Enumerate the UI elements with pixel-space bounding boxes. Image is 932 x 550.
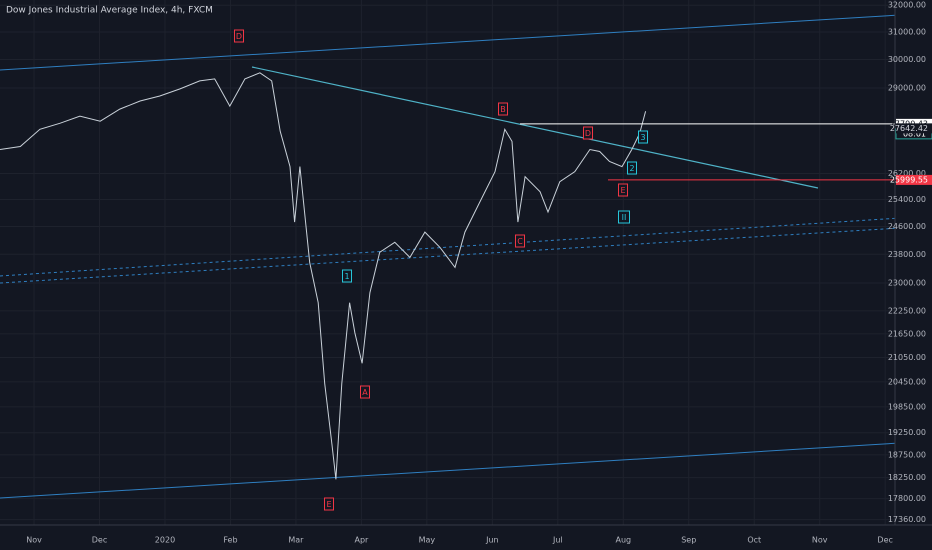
wave-label-box [324, 497, 334, 511]
last-price-box [896, 123, 932, 134]
channel-bottom [0, 442, 901, 499]
channel-mid [0, 227, 901, 284]
wave-label: 3 [640, 133, 645, 142]
y-tick-label: 17360.00 [888, 515, 926, 524]
x-tick-label: Feb [223, 536, 237, 545]
y-tick-label: 21650.00 [888, 329, 926, 338]
price-label: 25999.55 [890, 175, 928, 184]
wave-label: E [620, 186, 625, 195]
price-axis [895, 0, 932, 550]
y-tick-label: 26200.00 [888, 169, 926, 178]
wave-label-box [618, 210, 630, 224]
x-tick-label: Apr [354, 536, 369, 545]
wave-label-box [234, 29, 244, 43]
wave-label-box [618, 183, 628, 197]
y-tick-label: 20450.00 [888, 377, 926, 386]
y-tick-label: 31000.00 [888, 27, 926, 36]
chart-title: Dow Jones Industrial Average Index, 4h, … [6, 6, 213, 16]
y-tick-label: 24600.00 [888, 222, 926, 231]
wave-label: D [236, 32, 242, 41]
wave-label: 1 [344, 272, 349, 281]
y-tick-label: 17800.00 [888, 494, 926, 503]
price-label-box [896, 174, 932, 185]
y-tick-label: 18250.00 [888, 473, 926, 482]
wave-label-box [498, 102, 508, 116]
y-tick-label: 25400.00 [888, 195, 926, 204]
y-tick-label: 29000.00 [888, 84, 926, 93]
y-tick-label: 23800.00 [888, 250, 926, 259]
x-tick-label: Mar [288, 536, 304, 545]
x-tick-label: Aug [615, 536, 631, 545]
x-tick-label: Jul [552, 536, 563, 545]
wave-label-box [583, 126, 593, 140]
grid [0, 0, 895, 525]
x-tick-label: Nov [812, 536, 828, 545]
x-tick-label: Dec [92, 536, 107, 545]
last-price-label: 27642.42 [890, 124, 928, 133]
x-tick-label: Jun [485, 536, 499, 545]
y-tick-label: 19250.00 [888, 428, 926, 437]
wave-label: C [517, 237, 523, 246]
plot: D B D C A E E 1 2 II 3 [0, 29, 895, 511]
y-tick-label: 23000.00 [888, 279, 926, 288]
x-tick-label: Nov [26, 536, 42, 545]
price-line [0, 72, 647, 480]
channel-mid [0, 217, 901, 277]
wave-label-box [360, 385, 370, 399]
x-tick-label: Sep [681, 536, 696, 545]
countdown: 08:01 [903, 129, 926, 138]
y-tick-label: 18750.00 [888, 450, 926, 459]
y-tick-label: 22250.00 [888, 306, 926, 315]
wave-label: B [500, 105, 506, 114]
wave-label-box [627, 161, 637, 175]
wave-label: 2 [629, 164, 634, 173]
wave-label: A [362, 388, 368, 397]
y-tick-label: 30000.00 [888, 55, 926, 64]
x-tick-label: May [419, 536, 436, 545]
axes: 32000.00 31000.00 30000.00 29000.00 26200.00… [26, 1, 932, 545]
wave-label: D [585, 129, 591, 138]
y-tick-label: 32000.00 [888, 1, 926, 10]
wave-label-box [515, 234, 525, 248]
channel-top [0, 14, 901, 71]
x-tick-label: 2020 [155, 536, 175, 545]
y-tick-label: 19850.00 [888, 402, 926, 411]
wave-label: E [326, 500, 331, 509]
wave-label-box [342, 269, 352, 283]
x-tick-label: Oct [747, 536, 761, 545]
x-tick-label: Dec [877, 536, 892, 545]
wave-label: II [622, 213, 627, 222]
y-tick-label: 21050.00 [888, 353, 926, 362]
trendline [251, 66, 819, 189]
wave-label-box [638, 130, 648, 144]
